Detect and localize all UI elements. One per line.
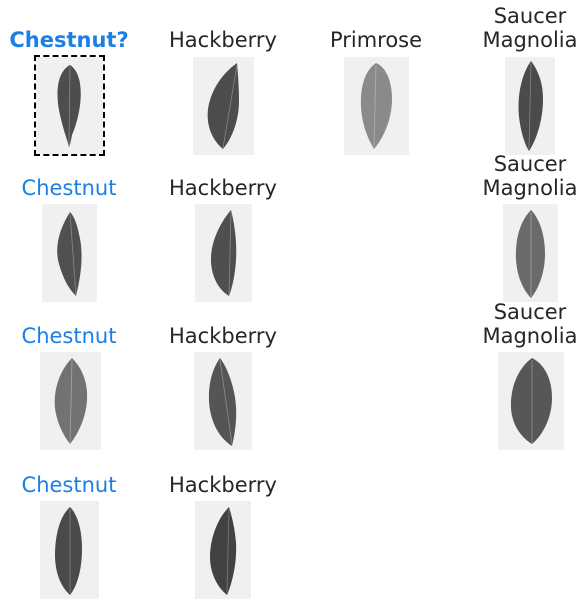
leaf-icon	[210, 507, 237, 595]
chestnut-label: Chestnut	[21, 176, 117, 200]
query-label: Chestnut?	[9, 28, 129, 52]
saucer-magnolia-leaf-image[interactable]	[505, 57, 555, 155]
leaf-icon	[210, 210, 237, 296]
saucer-magnolia-label: Saucer Magnolia	[482, 4, 578, 52]
hackberry-leaf-image[interactable]	[195, 204, 252, 302]
leaf-icon	[208, 358, 237, 446]
primrose-label: Primrose	[329, 28, 423, 52]
hackberry-leaf-image[interactable]	[195, 501, 251, 599]
leaf-icon	[360, 63, 392, 149]
saucer-magnolia-leaf-image[interactable]	[498, 352, 564, 450]
saucer-magnolia-label: Saucer Magnolia	[482, 152, 578, 200]
leaf-icon	[207, 63, 239, 149]
leaf-icon	[57, 212, 82, 296]
query-selection-frame	[34, 55, 105, 156]
chestnut-leaf-image[interactable]	[40, 352, 101, 450]
leaf-icon	[55, 507, 82, 595]
hackberry-label: Hackberry	[169, 176, 277, 200]
leaf-icon	[515, 210, 545, 298]
hackberry-leaf-image[interactable]	[194, 352, 252, 450]
leaf-icon	[510, 358, 552, 444]
leaf-icon	[54, 358, 88, 444]
chestnut-leaf-image[interactable]	[42, 204, 97, 302]
chestnut-label: Chestnut	[21, 473, 117, 497]
leaf-icon	[57, 65, 81, 148]
hackberry-label: Hackberry	[169, 473, 277, 497]
chestnut-label: Chestnut	[21, 324, 117, 348]
primrose-leaf-image[interactable]	[344, 57, 409, 155]
hackberry-label: Hackberry	[169, 28, 277, 52]
hackberry-leaf-image[interactable]	[193, 57, 254, 155]
chestnut-leaf-image[interactable]	[40, 501, 99, 599]
leaf-icon	[518, 61, 543, 151]
hackberry-label: Hackberry	[169, 324, 277, 348]
query-leaf-image[interactable]	[36, 57, 103, 154]
saucer-magnolia-leaf-image[interactable]	[503, 204, 558, 302]
saucer-magnolia-label: Saucer Magnolia	[482, 300, 578, 348]
